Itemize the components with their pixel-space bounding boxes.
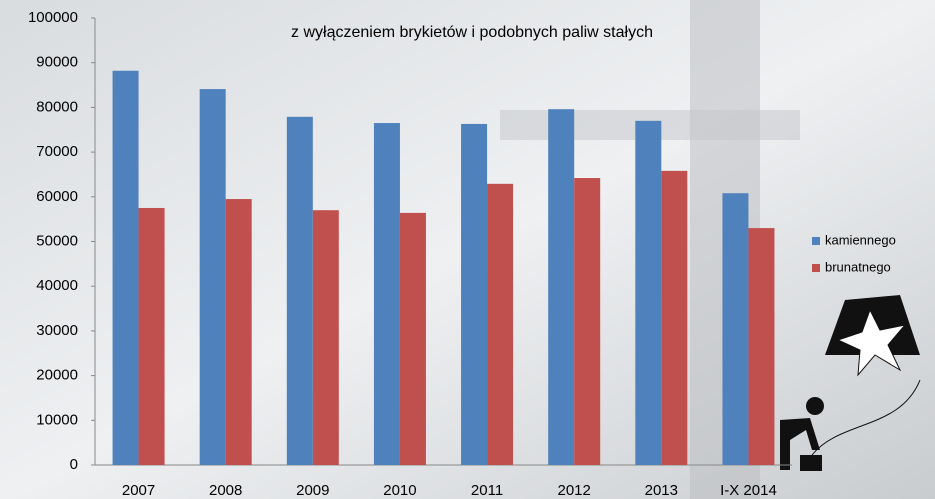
- x-tick-label: I-X 2014: [720, 482, 777, 499]
- y-tick-label: 50000: [36, 232, 78, 249]
- y-tick-label: 100000: [28, 9, 78, 26]
- bar: [200, 89, 226, 465]
- y-tick-label: 90000: [36, 54, 78, 71]
- x-tick-label: 2011: [471, 482, 503, 499]
- bar: [722, 193, 748, 465]
- y-tick-label: 70000: [36, 143, 78, 160]
- bar: [374, 123, 400, 465]
- x-tick-label: 2010: [383, 482, 416, 499]
- y-tick-label: 0: [70, 456, 78, 473]
- bar: [748, 228, 774, 465]
- y-tick-label: 60000: [36, 188, 78, 205]
- bar: [635, 121, 661, 465]
- bar: [287, 117, 313, 465]
- bar: [574, 178, 600, 465]
- chart-annotation: z wyłączeniem brykietów i podobnych pali…: [291, 24, 653, 41]
- bar: [113, 71, 139, 465]
- bar: [400, 213, 426, 465]
- x-tick-label: 2007: [122, 482, 155, 499]
- legend-label: brunatnego: [825, 259, 891, 274]
- legend-swatch: [812, 264, 820, 272]
- bar: [313, 210, 339, 465]
- bar: [487, 184, 513, 465]
- y-tick-label: 10000: [36, 411, 78, 428]
- chart: z wyłączeniem brykietów i podobnych pali…: [0, 0, 935, 499]
- x-tick-label: 2012: [558, 482, 591, 499]
- x-tick-label: 2013: [645, 482, 678, 499]
- y-tick-label: 40000: [36, 277, 78, 294]
- bar: [226, 199, 252, 465]
- bar: [548, 109, 574, 465]
- bar: [661, 171, 687, 465]
- legend-label: kamiennego: [825, 232, 896, 247]
- y-tick-label: 30000: [36, 322, 78, 339]
- x-tick-label: 2009: [296, 482, 329, 499]
- legend-swatch: [812, 237, 820, 245]
- y-tick-label: 80000: [36, 98, 78, 115]
- bar: [139, 208, 165, 465]
- y-tick-label: 20000: [36, 367, 78, 384]
- x-tick-label: 2008: [209, 482, 242, 499]
- bar: [461, 124, 487, 465]
